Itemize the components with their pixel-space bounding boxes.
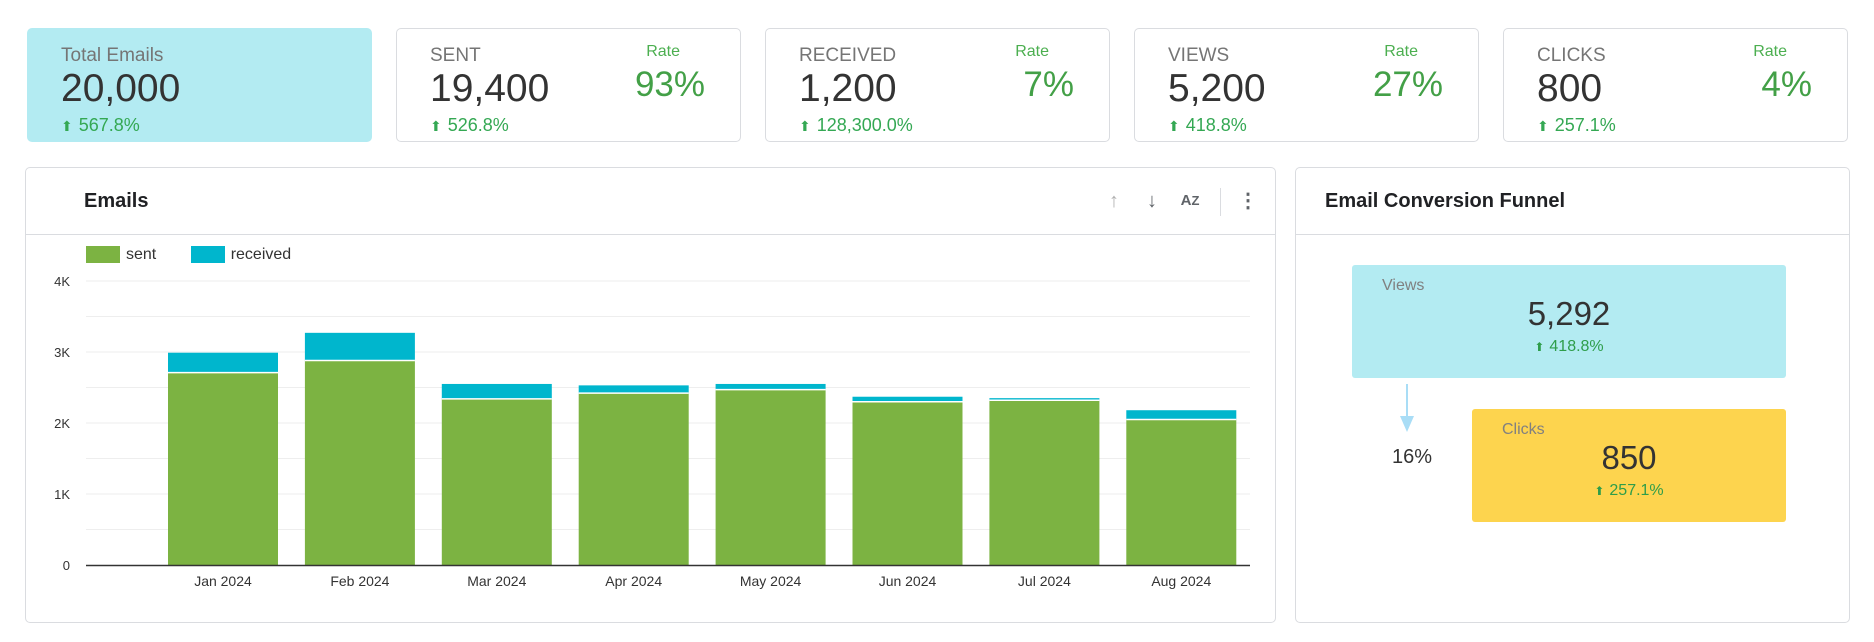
kpi-change: ⬆ 418.8% xyxy=(1168,115,1247,136)
funnel-clicks-change-value: 257.1% xyxy=(1609,482,1664,499)
kpi-rate-label: Rate xyxy=(1753,43,1787,60)
funnel-panel-title: Email Conversion Funnel xyxy=(1325,190,1566,212)
x-tick-label: Feb 2024 xyxy=(330,573,389,589)
emails-panel-header: Emails ↑ ↓ AZ ⋮ xyxy=(26,168,1275,235)
x-tick-label: May 2024 xyxy=(740,573,802,589)
x-tick-label: Mar 2024 xyxy=(467,573,526,589)
kpi-clicks: CLICKS 800 ⬆ 257.1% Rate 4% xyxy=(1503,28,1848,142)
sort-ascending-icon[interactable]: ↑ xyxy=(1109,190,1119,212)
y-tick-label: 4K xyxy=(54,274,70,289)
x-tick-label: Jun 2024 xyxy=(879,573,937,589)
kpi-rate-value: 93% xyxy=(634,65,705,104)
arrow-up-icon: ⬆ xyxy=(430,118,442,134)
kpi-change: ⬆ 257.1% xyxy=(1537,115,1616,136)
bar-sent xyxy=(168,372,278,565)
kpi-rate-value: 4% xyxy=(1761,65,1812,104)
bar-sent xyxy=(989,400,1100,565)
funnel-panel: Email Conversion Funnel xyxy=(1295,167,1850,623)
funnel-panel-header: Email Conversion Funnel xyxy=(1296,168,1849,235)
legend-item-sent[interactable]: sent xyxy=(86,246,156,264)
kpi-rate-value: 7% xyxy=(1023,65,1074,104)
sort-descending-icon[interactable]: ↓ xyxy=(1147,190,1157,212)
more-options-icon[interactable]: ⋮ xyxy=(1238,190,1258,212)
kpi-change-value: 128,300.0% xyxy=(816,115,913,135)
legend-swatch-sent xyxy=(86,246,120,264)
arrow-up-icon: ⬆ xyxy=(799,118,811,134)
arrow-up-icon: ⬆ xyxy=(61,118,73,134)
y-tick-label: 2K xyxy=(54,416,70,431)
funnel-clicks-label: Clicks xyxy=(1502,421,1545,438)
kpi-label: Total Emails xyxy=(61,45,164,66)
kpi-change: ⬆ 128,300.0% xyxy=(799,115,913,136)
kpi-change: ⬆ 526.8% xyxy=(430,115,509,136)
funnel-views-value: 5,292 xyxy=(1527,295,1611,332)
kpi-change-value: 567.8% xyxy=(78,115,140,135)
funnel-views-label: Views xyxy=(1382,277,1425,294)
kpi-rate-label: Rate xyxy=(1015,43,1049,60)
chart-legend: sent received xyxy=(86,246,321,264)
toolbar-divider xyxy=(1220,188,1221,216)
kpi-total-emails: Total Emails 20,000 ⬆ 567.8% xyxy=(27,28,372,142)
emails-panel-title: Emails xyxy=(84,190,149,212)
kpi-sent: SENT 19,400 ⬆ 526.8% Rate 93% xyxy=(396,28,741,142)
bar-received xyxy=(989,398,1100,401)
funnel-clicks-value: 850 xyxy=(1601,439,1657,476)
bar-sent xyxy=(441,398,552,565)
kpi-views: VIEWS 5,200 ⬆ 418.8% Rate 27% xyxy=(1134,28,1479,142)
x-tick-label: Aug 2024 xyxy=(1151,573,1211,589)
sort-az-icon[interactable]: AZ xyxy=(1180,192,1200,209)
kpi-received: RECEIVED 1,200 ⬆ 128,300.0% Rate 7% xyxy=(765,28,1110,142)
bar-sent xyxy=(1126,419,1237,565)
bar-received xyxy=(1126,410,1237,420)
arrow-up-icon: ⬆ xyxy=(1537,118,1549,134)
kpi-change: ⬆ 567.8% xyxy=(61,115,140,136)
funnel-clicks-change: ⬆ 257.1% xyxy=(1472,482,1786,500)
bar-received xyxy=(168,352,278,373)
legend-item-received[interactable]: received xyxy=(190,246,292,264)
kpi-label: SENT xyxy=(430,45,481,66)
legend-label-sent: sent xyxy=(126,246,157,263)
bar-sent xyxy=(852,401,963,565)
funnel-views-box[interactable]: Views 5,292 ⬆ 418.8% xyxy=(1352,265,1786,378)
kpi-value: 19,400 xyxy=(430,67,550,110)
y-tick-label: 3K xyxy=(54,345,70,360)
kpi-change-value: 418.8% xyxy=(1185,115,1247,135)
y-tick-label: 1K xyxy=(54,487,70,502)
kpi-value: 20,000 xyxy=(61,67,181,110)
arrow-up-icon: ⬆ xyxy=(1534,340,1545,354)
x-tick-label: Apr 2024 xyxy=(605,573,662,589)
kpi-label: CLICKS xyxy=(1537,45,1606,66)
kpi-rate-label: Rate xyxy=(1384,43,1418,60)
kpi-change-value: 257.1% xyxy=(1554,115,1616,135)
x-tick-label: Jul 2024 xyxy=(1018,573,1071,589)
kpi-label: RECEIVED xyxy=(799,45,897,66)
y-tick-label: 0 xyxy=(63,558,70,573)
bar-sent xyxy=(304,360,415,565)
funnel-conversion-rate: 16% xyxy=(1392,446,1433,468)
bar-received xyxy=(578,385,689,394)
bar-received xyxy=(441,383,552,399)
funnel-views-change-value: 418.8% xyxy=(1549,338,1604,355)
funnel-arrow-icon xyxy=(1400,384,1414,432)
bar-received xyxy=(715,383,826,390)
arrow-up-icon: ⬆ xyxy=(1168,118,1180,134)
funnel-views-change: ⬆ 418.8% xyxy=(1352,338,1786,356)
funnel-clicks-box[interactable]: Clicks 850 ⬆ 257.1% xyxy=(1472,409,1786,522)
arrow-up-icon: ⬆ xyxy=(1594,484,1605,498)
bar-received xyxy=(304,332,415,361)
kpi-value: 800 xyxy=(1537,67,1603,110)
kpi-rate-value: 27% xyxy=(1372,65,1443,104)
kpi-label: VIEWS xyxy=(1168,45,1230,66)
bar-sent xyxy=(715,389,826,565)
bar-sent xyxy=(578,393,689,565)
kpi-rate-label: Rate xyxy=(646,43,680,60)
bar-received xyxy=(852,396,963,402)
kpi-value: 1,200 xyxy=(799,67,897,110)
legend-label-received: received xyxy=(230,246,292,263)
x-tick-label: Jan 2024 xyxy=(194,573,252,589)
kpi-change-value: 526.8% xyxy=(447,115,509,135)
legend-swatch-received xyxy=(190,246,225,264)
kpi-value: 5,200 xyxy=(1168,67,1266,110)
